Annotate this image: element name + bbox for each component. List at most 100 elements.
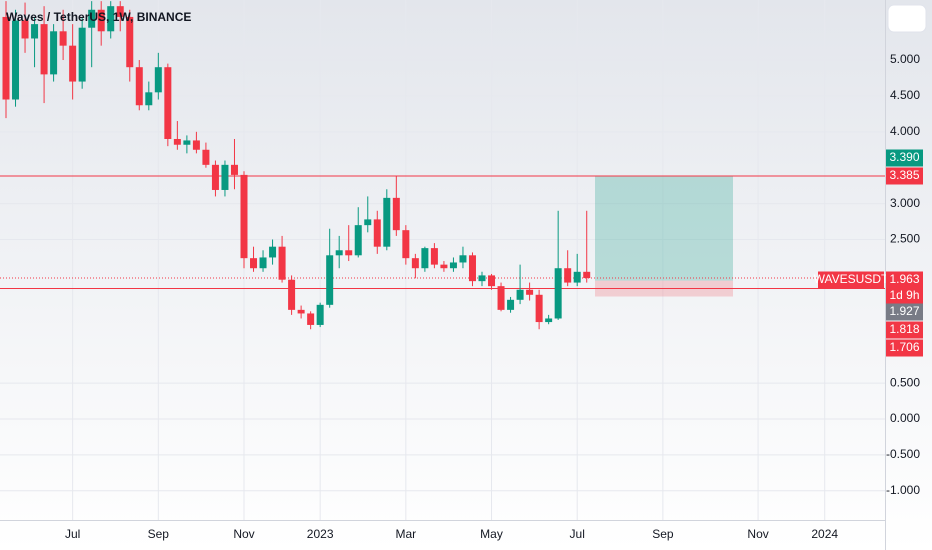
candle-body [364,219,372,226]
candle-body [507,299,515,310]
candle-body [97,9,105,32]
candle-body [192,140,200,150]
x-tick-label: Nov [747,527,768,541]
price-tag [886,167,923,185]
candle-body [335,250,343,256]
candle-body [250,258,258,269]
candle-body [164,67,172,139]
candle-body [183,140,191,145]
price-tag-label: 3.390 [889,150,919,164]
y-tick-label: 2.500 [890,232,920,246]
candle-body [221,164,229,190]
candle-body [145,92,153,106]
y-tick-label: 4.500 [890,88,920,102]
candle-body [373,219,381,247]
x-tick-label: Jul [65,527,80,541]
candle-body [88,9,96,28]
candle-body [316,304,324,325]
price-tag [886,321,923,339]
candle-body [259,257,267,269]
candle-body [173,138,181,145]
x-tick-label: Nov [233,527,254,541]
candle-body [468,255,476,282]
price-tag-label: 1.818 [889,322,919,336]
candle-body [288,279,296,310]
price-tag-label: 1.706 [889,340,919,354]
candle-body [307,313,315,325]
chart-title: Waves / TetherUS, 1W, BINANCE [6,10,191,24]
price-tag [886,303,923,321]
candle-body [116,6,124,17]
x-tick-label: Sep [148,527,170,541]
candle-body [2,16,10,100]
candle-body [278,246,286,280]
candle-body [488,275,496,287]
price-tag-label: 1.963 [889,272,919,286]
candle-body [564,268,572,283]
price-tag [886,287,923,305]
candle-body [411,258,419,269]
candle-body [449,262,457,269]
candle-body [392,197,400,231]
x-tick-label: Mar [396,527,417,541]
position-profit-zone [595,175,733,281]
price-tag [818,271,884,289]
candle-body [583,271,591,279]
candle-body [40,24,48,75]
candle-body [354,225,362,256]
candle-body [383,197,391,247]
candle-body [269,246,277,258]
candle-body [440,264,448,269]
price-tag-label: 1d 9h [889,288,919,302]
candle-body [31,24,39,39]
candle-body [69,45,77,82]
candle-body [478,275,486,282]
price-tag [886,271,923,289]
candle-body [202,149,210,165]
price-tag-label: 1.927 [889,304,919,318]
candle-body [326,255,334,305]
y-tick-label: -1.000 [886,483,920,497]
candle-body [12,20,20,100]
candle-body [59,31,67,46]
price-tag-label: WAVESUSDT [814,272,889,286]
candle-body [402,230,410,259]
x-tick-label: Sep [652,527,674,541]
x-tick-label: 2023 [307,527,334,541]
candle-body [516,289,524,300]
candle-body [107,6,115,32]
x-tick-label: Jul [570,527,585,541]
y-tick-label: 5.000 [890,52,920,66]
y-tick-label: 4.000 [890,124,920,138]
candle-body [211,164,219,190]
price-tag [886,339,923,357]
settings-button[interactable] [887,4,927,33]
price-tag-label: 3.385 [889,168,919,182]
y-tick-label: 0.500 [890,375,920,389]
candle-body [554,268,562,319]
candle-body [154,67,162,93]
x-tick-label: 2024 [811,527,838,541]
y-tick-label: 0.000 [890,411,920,425]
candle-body [230,164,238,175]
candle-body [535,294,543,323]
y-tick-label: 3.000 [890,196,920,210]
candle-body [526,289,534,295]
candle-body [497,286,505,310]
candle-body [50,31,58,75]
y-tick-label: -0.500 [886,447,920,461]
candle-body [459,255,467,263]
candle-body [126,16,134,68]
candle-body [78,27,86,82]
candle-body [345,250,353,256]
x-tick-label: May [480,527,503,541]
price-tag [886,149,923,167]
candle-body [135,67,143,106]
candle-body [240,174,248,259]
candle-body [573,271,581,283]
candle-body [21,20,29,39]
candle-body [297,309,305,314]
candle-body [421,248,429,269]
plot-area [0,0,885,520]
